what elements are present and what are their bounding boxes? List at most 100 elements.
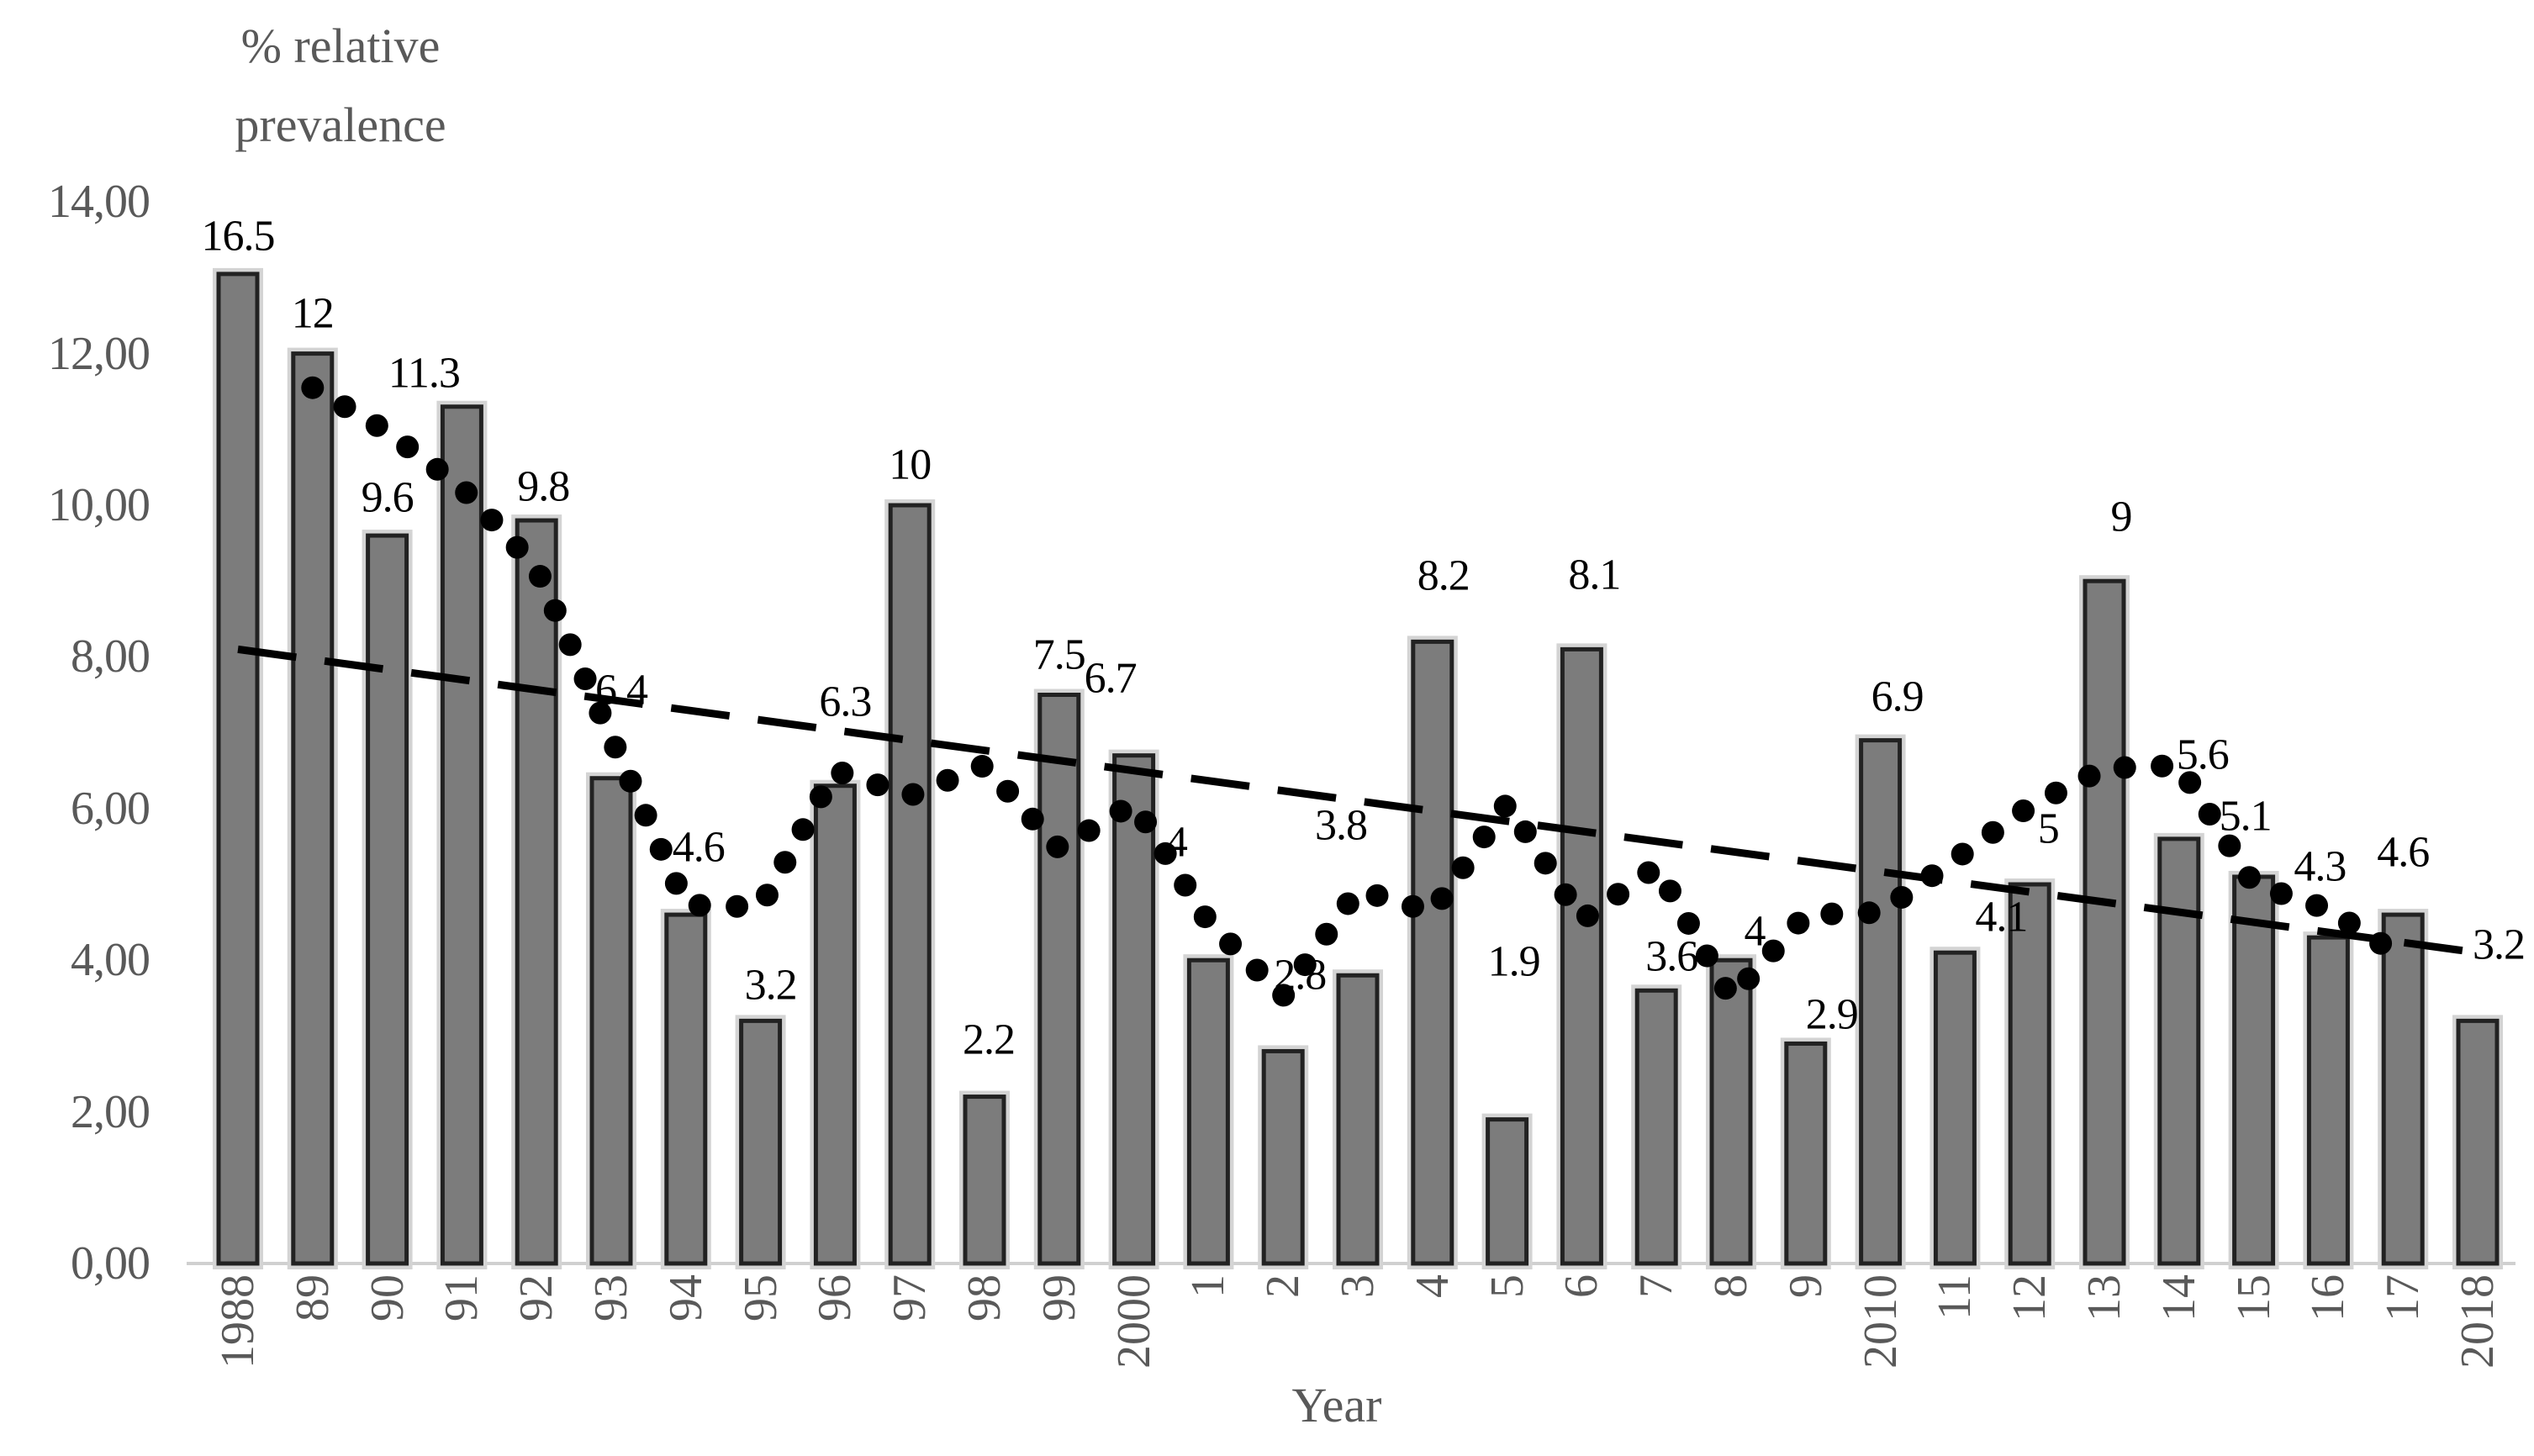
data-label-14: 5.6 — [2176, 731, 2230, 779]
data-label-4: 8.2 — [1417, 551, 1470, 600]
x-tick-label-90: 90 — [361, 1274, 414, 1321]
x-tick-label-2010: 2010 — [1854, 1274, 1907, 1369]
x-tick-label-6: 6 — [1555, 1274, 1608, 1298]
data-label-1: 4 — [1165, 818, 1188, 867]
bar-6 — [1560, 646, 1603, 1266]
bar-2018 — [2456, 1018, 2500, 1266]
bar-2010 — [1859, 738, 1903, 1266]
x-tick-label-92: 92 — [510, 1274, 563, 1321]
x-tick-label-8: 8 — [1705, 1274, 1757, 1298]
data-label-3: 3.8 — [1315, 801, 1368, 850]
data-label-98: 2.2 — [963, 1016, 1016, 1064]
bar-2000 — [1112, 753, 1156, 1266]
x-tick-label-96: 96 — [809, 1274, 862, 1321]
data-label-2000: 6.7 — [1084, 654, 1138, 703]
bar-14 — [2157, 836, 2201, 1266]
x-tick-label-94: 94 — [659, 1274, 712, 1321]
bar-95 — [739, 1018, 783, 1266]
bar-11 — [1933, 950, 1977, 1266]
data-label-12: 5 — [2037, 804, 2060, 853]
bar-91 — [440, 404, 483, 1266]
data-label-92: 9.8 — [517, 462, 570, 511]
x-tick-label-2018: 2018 — [2452, 1274, 2504, 1369]
x-tick-label-95: 95 — [734, 1274, 787, 1321]
data-label-95: 3.2 — [744, 961, 798, 1010]
x-tick-label-99: 99 — [1032, 1274, 1085, 1321]
bar-1988 — [216, 272, 260, 1266]
data-label-11: 4.1 — [1975, 893, 2028, 942]
x-tick-label-1: 1 — [1182, 1274, 1235, 1298]
x-tick-label-16: 16 — [2302, 1274, 2355, 1321]
bar-17 — [2381, 912, 2425, 1266]
data-label-89: 12 — [291, 289, 335, 338]
y-tick-label: 0,00 — [71, 1237, 150, 1290]
data-label-93: 6.4 — [595, 666, 648, 715]
data-label-13: 9 — [2110, 493, 2133, 541]
y-tick-label: 8,00 — [71, 630, 150, 683]
x-tick-label-3: 3 — [1332, 1274, 1384, 1298]
bar-9 — [1784, 1041, 1828, 1266]
x-axis-title: Year — [1291, 1378, 1382, 1432]
x-tick-label-2: 2 — [1257, 1274, 1310, 1298]
data-label-90: 9.6 — [361, 473, 414, 522]
data-label-94: 4.6 — [672, 823, 726, 872]
x-tick-label-7: 7 — [1630, 1274, 1683, 1298]
bar-97 — [888, 503, 932, 1266]
y-tick-label: 2,00 — [71, 1085, 150, 1138]
bar-89 — [291, 351, 335, 1266]
x-tick-label-93: 93 — [585, 1274, 637, 1321]
x-tick-label-9: 9 — [1779, 1274, 1832, 1298]
bar-92 — [515, 518, 558, 1266]
x-tick-label-13: 13 — [2078, 1274, 2130, 1321]
data-label-6: 8.1 — [1568, 551, 1621, 599]
bar-94 — [664, 912, 708, 1266]
data-label-2010: 6.9 — [1871, 673, 1924, 721]
x-tick-label-4: 4 — [1406, 1274, 1459, 1298]
data-label-1988: 16.5 — [201, 212, 276, 261]
data-label-99: 7.5 — [1032, 630, 1086, 678]
x-tick-label-2000: 2000 — [1107, 1274, 1160, 1369]
bar-5 — [1486, 1117, 1529, 1266]
bar-3 — [1336, 973, 1380, 1266]
data-label-97: 10 — [889, 440, 932, 489]
bar-1 — [1186, 957, 1230, 1266]
bar-99 — [1037, 693, 1081, 1266]
bar-16 — [2306, 935, 2350, 1266]
x-tick-label-97: 97 — [884, 1274, 937, 1321]
y-tick-label: 14,00 — [48, 176, 150, 229]
bar-98 — [963, 1095, 1006, 1266]
y-tick-label: 12,00 — [48, 327, 150, 380]
data-label-91: 11.3 — [388, 349, 461, 398]
data-label-15: 5.1 — [2219, 792, 2273, 841]
bar-15 — [2232, 874, 2276, 1266]
bar-7 — [1634, 988, 1678, 1266]
data-label-7: 3.6 — [1645, 932, 1698, 981]
x-tick-label-11: 11 — [1929, 1274, 1982, 1320]
data-label-96: 6.3 — [819, 678, 872, 726]
x-tick-label-1988: 1988 — [212, 1274, 264, 1369]
bar-96 — [813, 783, 857, 1266]
bar-2 — [1261, 1048, 1305, 1266]
x-tick-label-14: 14 — [2152, 1274, 2205, 1321]
data-label-2: 2.8 — [1274, 951, 1327, 1000]
moving-average-dotted-line — [301, 376, 2415, 1018]
x-tick-label-17: 17 — [2377, 1274, 2430, 1321]
bar-13 — [2083, 578, 2126, 1266]
bar-93 — [589, 776, 633, 1266]
y-tick-label: 6,00 — [71, 782, 150, 835]
chart-title: % relative prevalence — [235, 18, 446, 152]
data-label-17: 4.6 — [2377, 828, 2430, 877]
x-tick-label-91: 91 — [436, 1274, 488, 1321]
bar-90 — [366, 533, 409, 1266]
bar-12 — [2008, 882, 2051, 1266]
data-label-5: 1.9 — [1487, 937, 1541, 986]
x-tick-label-89: 89 — [286, 1274, 339, 1321]
bar-4 — [1411, 639, 1454, 1266]
data-label-16: 4.3 — [2294, 842, 2347, 891]
x-tick-label-98: 98 — [958, 1274, 1011, 1321]
x-tick-label-12: 12 — [2003, 1274, 2056, 1321]
bar-8 — [1709, 957, 1753, 1266]
data-label-2018: 3.2 — [2473, 921, 2526, 969]
